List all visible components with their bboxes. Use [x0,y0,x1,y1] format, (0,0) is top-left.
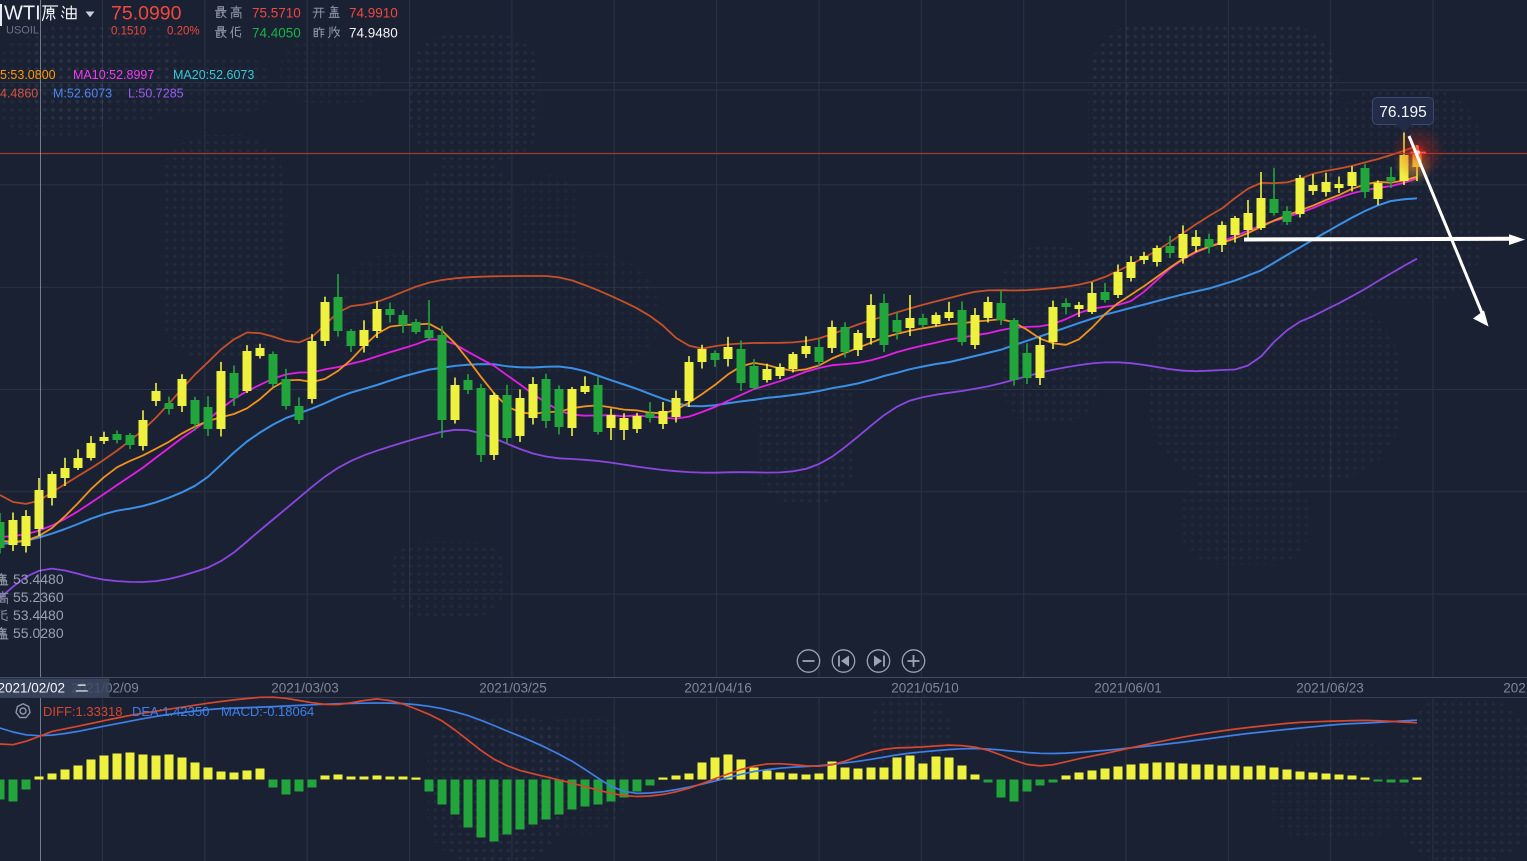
svg-text:75.5710: 75.5710 [252,6,301,21]
svg-text:53.4480: 53.4480 [13,607,64,623]
svg-text:53.4480: 53.4480 [13,571,64,587]
svg-text:0.1510: 0.1510 [111,26,146,38]
svg-text:M:52.6073: M:52.6073 [53,87,112,101]
svg-text:L:50.7285: L:50.7285 [128,87,184,101]
svg-text:MACD:-0.18064: MACD:-0.18064 [221,704,314,719]
svg-text:74.9480: 74.9480 [349,26,398,41]
svg-text:DIFF:1.33318: DIFF:1.33318 [43,704,123,719]
svg-text:WTI: WTI [4,3,41,25]
svg-text:USOIL: USOIL [6,25,39,37]
svg-text:55.2360: 55.2360 [13,589,64,605]
svg-text:2021/02/02: 2021/02/02 [0,681,65,696]
svg-text:2021/03/25: 2021/03/25 [479,681,547,696]
svg-text:75.0990: 75.0990 [111,3,182,25]
svg-text:55.0280: 55.0280 [13,625,64,641]
svg-text:2021/06/23: 2021/06/23 [1296,681,1364,696]
svg-text:76.195: 76.195 [1379,104,1426,121]
svg-text:2021/04/16: 2021/04/16 [684,681,752,696]
svg-text:2021/06/01: 2021/06/01 [1094,681,1162,696]
svg-text:2021/03/03: 2021/03/03 [271,681,339,696]
svg-text:74.4050: 74.4050 [252,26,301,41]
svg-text:2021/07/15: 2021/07/15 [1503,681,1527,696]
svg-text:2021/05/10: 2021/05/10 [891,681,959,696]
svg-text:DEA:1.42350: DEA:1.42350 [132,704,209,719]
svg-text:0.20%: 0.20% [167,26,200,38]
svg-text:MA10:52.8997: MA10:52.8997 [73,68,154,82]
svg-text:4.4860: 4.4860 [0,87,38,101]
svg-text:MA20:52.6073: MA20:52.6073 [173,68,254,82]
svg-text:74.9910: 74.9910 [349,6,398,21]
svg-text:5:53.0800: 5:53.0800 [0,68,56,82]
